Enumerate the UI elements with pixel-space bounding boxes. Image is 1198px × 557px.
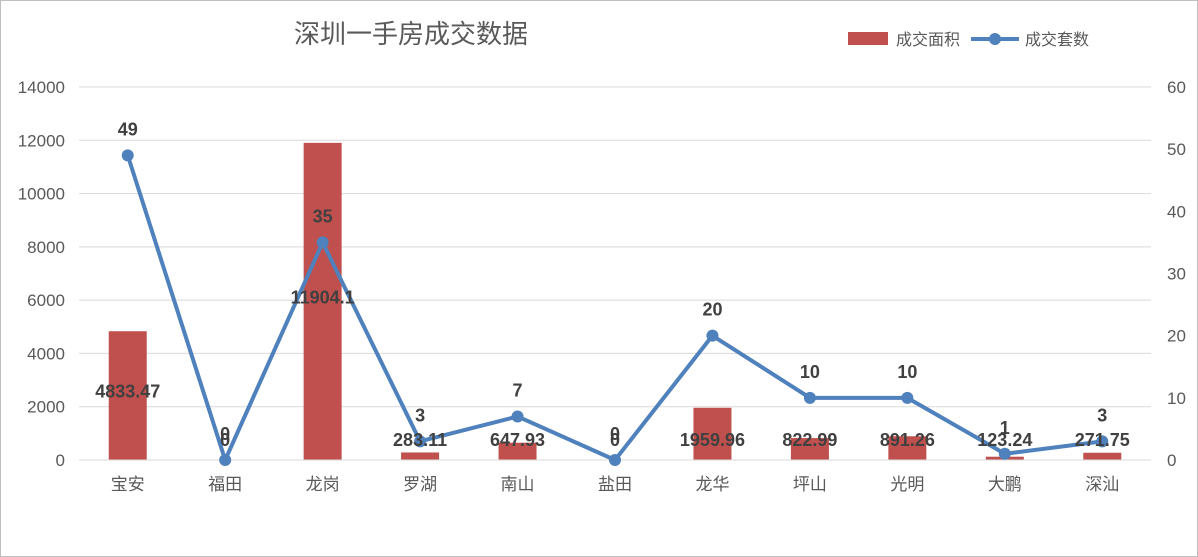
x-category-label: 盐田 (598, 475, 632, 495)
line-point-11 (1096, 435, 1109, 448)
y-left-tick-label: 0 (56, 451, 65, 470)
y-right-tick-label: 10 (1167, 389, 1186, 408)
x-category-label: 福田 (208, 475, 242, 495)
line-data-label: 35 (313, 206, 333, 226)
y-right-tick-label: 60 (1167, 78, 1186, 97)
x-category-label: 大鹏 (988, 475, 1022, 495)
line-data-label: 3 (415, 405, 425, 425)
bar-data-label: 4833.47 (95, 382, 160, 402)
bar-data-label: 123.24 (977, 430, 1032, 450)
line-point-8 (803, 391, 816, 404)
line-data-label: 1 (1000, 418, 1010, 438)
line-point-2 (219, 454, 232, 466)
line-data-label: 7 (513, 380, 523, 400)
x-category-label: 龙华 (695, 475, 729, 495)
bar-data-label: 0 (220, 430, 230, 450)
line-data-label: 0 (220, 424, 230, 444)
line-data-label: 49 (118, 119, 138, 139)
y-right-tick-label: 50 (1167, 140, 1186, 159)
y-left-tick-label: 14000 (18, 78, 65, 97)
legend-swatch-count-marker (989, 33, 1001, 45)
legend-swatch-area (848, 32, 888, 45)
line-point-7 (706, 329, 719, 342)
chart-title: 深圳一手房成交数据 (294, 20, 528, 50)
line-data-label: 0 (610, 424, 620, 444)
line-point-3 (316, 236, 329, 249)
bar-8 (790, 438, 829, 460)
legend-label-area: 成交面积 (896, 30, 960, 49)
bar-4 (401, 452, 440, 460)
bar-1 (108, 331, 147, 460)
bar-data-label: 271.75 (1075, 430, 1130, 450)
bar-data-label: 822.99 (782, 430, 837, 450)
bar-9 (888, 436, 927, 460)
line-point-6 (609, 454, 621, 466)
x-category-label: 宝安 (111, 475, 145, 495)
y-right-tick-label: 20 (1167, 327, 1186, 346)
x-category-label: 龙岗 (306, 475, 340, 495)
bar-data-label: 1959.96 (680, 430, 745, 450)
line-point-9 (901, 391, 914, 404)
bar-11 (1083, 452, 1122, 460)
line-point-4 (414, 435, 427, 448)
y-left-tick-label: 6000 (27, 291, 65, 310)
bar-7 (693, 407, 732, 460)
y-left-tick-label: 12000 (18, 131, 65, 150)
line-data-label: 10 (897, 362, 917, 382)
y-left-tick-label: 10000 (18, 185, 65, 204)
x-category-label: 罗湖 (403, 475, 437, 495)
bar-data-label: 283.11 (393, 430, 447, 450)
bar-data-label: 891.26 (880, 430, 935, 450)
bar-data-label: 0 (610, 430, 620, 450)
y-left-tick-label: 4000 (27, 344, 65, 363)
line-data-label: 20 (702, 300, 722, 320)
bar-5 (498, 442, 537, 460)
line-data-label: 3 (1097, 405, 1107, 425)
legend-label-count: 成交套数 (1025, 30, 1089, 49)
line-point-10 (998, 447, 1011, 460)
line-point-1 (121, 149, 134, 162)
line-point-5 (511, 410, 524, 423)
x-category-label: 光明 (890, 475, 924, 495)
x-category-label: 南山 (501, 475, 535, 495)
bar-data-label: 11904.1 (291, 287, 355, 307)
bar-data-label: 647.93 (490, 430, 545, 450)
x-category-label: 坪山 (793, 475, 827, 495)
y-right-tick-label: 0 (1167, 451, 1176, 470)
line-series-count (125, 154, 1103, 462)
y-right-tick-label: 40 (1167, 202, 1186, 221)
y-right-tick-label: 30 (1167, 265, 1186, 284)
y-left-tick-label: 8000 (27, 238, 65, 257)
line-data-label: 10 (800, 362, 820, 382)
bar-3 (303, 142, 342, 460)
y-left-tick-label: 2000 (27, 398, 65, 417)
x-category-label: 深汕 (1085, 475, 1119, 495)
